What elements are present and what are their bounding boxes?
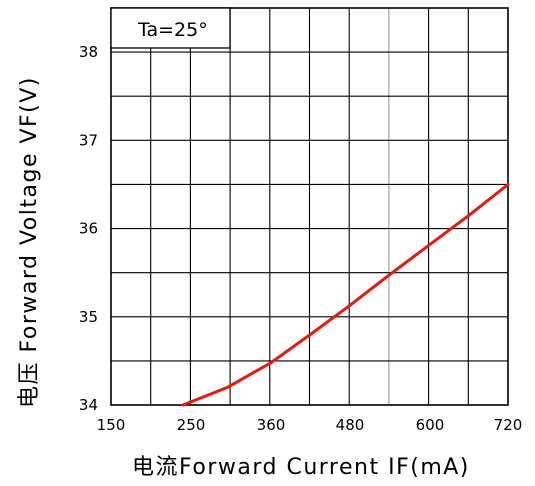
x-tick-label: 600	[416, 416, 445, 434]
plot-border	[110, 7, 509, 406]
y-tick-label: 35	[79, 308, 98, 326]
x-tick-label: 150	[97, 416, 126, 434]
x-tick-label: 720	[494, 416, 523, 434]
x-tick-label: 360	[257, 416, 286, 434]
y-axis-title: 电压 Forward Voltage VF(V)	[17, 76, 42, 408]
series-layer	[181, 182, 510, 407]
x-tick-labels: 150 250 360 480 600 720	[97, 416, 523, 434]
y-tick-label: 36	[79, 220, 98, 238]
annotation-box	[110, 7, 231, 49]
x-axis-title: 电流Forward Current IF(mA)	[132, 455, 470, 480]
x-tick-label: 480	[336, 416, 365, 434]
annotation-text: Ta=25°	[137, 19, 208, 41]
y-tick-labels: 34 35 36 37 38	[79, 43, 98, 414]
plot-frame	[110, 7, 509, 406]
y-tick-label: 37	[79, 131, 98, 149]
x-tick-label: 250	[177, 416, 206, 434]
y-tick-label: 34	[79, 396, 98, 414]
y-tick-label: 38	[79, 43, 98, 61]
series-line	[181, 182, 510, 407]
grid	[111, 8, 508, 405]
